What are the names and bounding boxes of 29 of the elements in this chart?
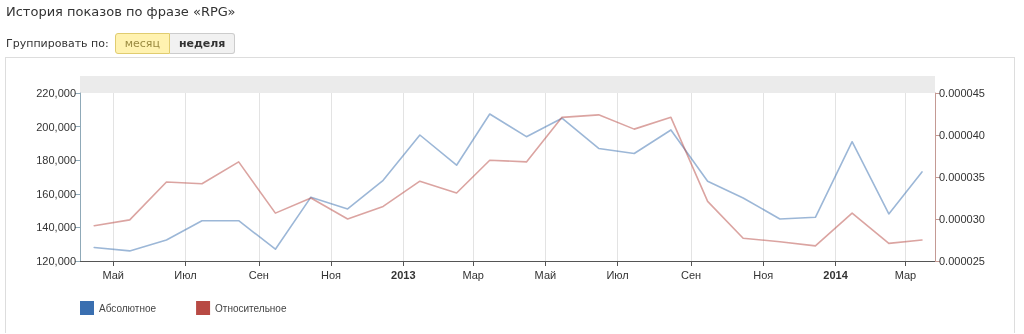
y2-tick-label: 0.000030 [939,213,985,225]
x-tick-label: Ноя [321,268,342,281]
x-tick-label: Июл [174,268,197,281]
y-tick-label: 220,000 [36,87,76,99]
y-tick-label: 140,000 [36,221,76,234]
x-tick-label: Сен [248,268,269,281]
text: неделя [169,33,236,54]
x-tick-label: 2013 [391,268,416,281]
legend-label: Абсолютное [99,302,157,314]
x-tick-label: Мар [894,268,917,281]
legend-label: Относительное [215,302,287,314]
y2-tick-label: 0.000045 [939,87,985,99]
y2-tick-label: 0.000025 [939,255,985,267]
y-tick-label: 200,000 [36,120,76,133]
x-tick-label: Май [102,268,124,281]
text: Группировать по: [6,37,109,50]
y2-tick-label: 0.000035 [939,171,985,183]
y-tick-label: 180,000 [36,154,76,167]
x-tick-label: Сен [680,268,702,281]
y2-tick-label: 0.000040 [939,129,985,141]
x-tick-label: Июл [606,268,629,281]
x-tick-label: Май [534,268,557,281]
text: месяц [114,33,170,54]
x-tick-label: Ноя [753,268,774,281]
y-tick-label: 120,000 [36,255,76,267]
y-tick-label: 160,000 [36,187,76,200]
x-tick-label: Мар [462,268,484,281]
chart-title: История показов по фразе «RPG» [6,4,236,19]
x-tick-label: 2014 [823,268,849,281]
